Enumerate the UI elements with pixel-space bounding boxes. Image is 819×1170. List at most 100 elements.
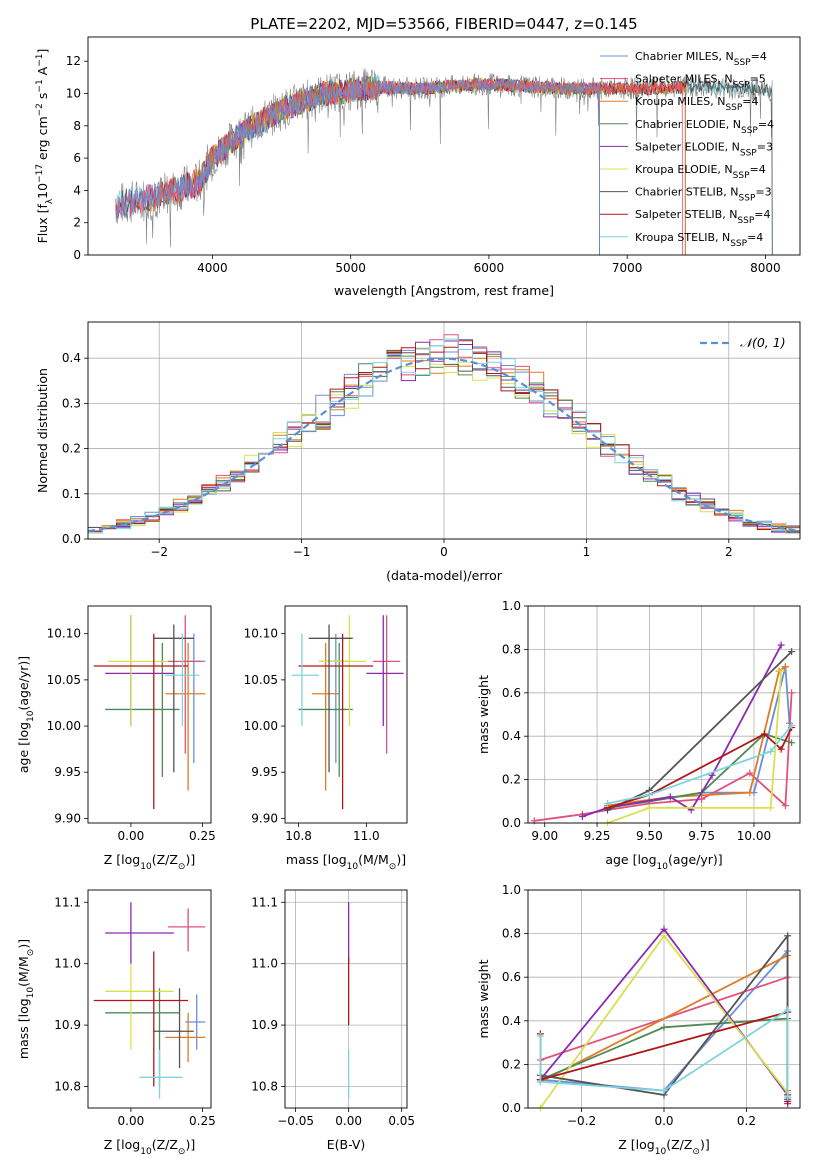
legend-label-kroupa-stelib: Kroupa STELIB, NSSP=4	[635, 231, 763, 249]
legend-label-salpeter-elodie: Salpeter ELODIE, NSSP=3	[635, 140, 773, 158]
label-part: 10	[347, 862, 359, 872]
label-part: λ	[45, 198, 55, 204]
label-part: 10	[26, 987, 36, 999]
plot-frame	[527, 889, 801, 1109]
plot-frame	[87, 605, 212, 824]
marker-salpeter-elodie	[666, 793, 674, 801]
marker-kroupa-stelib	[784, 1006, 792, 1014]
label-part: 10	[26, 710, 36, 722]
y-tick-label: 10.8	[251, 1080, 278, 1094]
label-part: Flux [f	[35, 204, 50, 244]
label-part: ⊙	[178, 1147, 186, 1157]
y-tick-label: 0.0	[502, 1101, 521, 1115]
x-tick-label: 10.8	[285, 829, 312, 843]
marker-salpeter-stelib	[760, 730, 768, 738]
marker-salpeter-elodie	[578, 812, 586, 820]
label-part: Kroupa ELODIE, N	[635, 163, 733, 176]
label-part: A	[35, 66, 50, 79]
x-tick-label: 0.00	[118, 829, 145, 843]
y-axis-label: mass [log10(M/M⊙)]	[16, 939, 36, 1059]
x-tick-label: 0	[440, 545, 448, 559]
x-tick-label: 4000	[197, 261, 228, 275]
label-part: =3	[757, 140, 773, 153]
label-part: ⊙	[389, 862, 397, 872]
series-line-chabrier-elodie	[198, 75, 600, 255]
plot-frame	[87, 889, 212, 1109]
label-part: age [log	[16, 722, 31, 773]
y-tick-label: 10.8	[54, 1080, 81, 1094]
plot-frame	[527, 605, 801, 824]
x-tick-label: −1	[293, 545, 311, 559]
series-line-kroupa-elodie	[198, 74, 600, 255]
marker-salpeter-miles	[781, 802, 789, 810]
weight-vs-age-panel: 9.00 9.25 9.50 9.75 10.00 0.0 0.2 0.4 0.6 0.8 1.0 a…	[476, 599, 801, 872]
y-axis-label: Normed distribution	[35, 368, 50, 493]
marker-kroupa-miles	[781, 663, 789, 671]
x-tick-label: 10.00	[737, 829, 771, 843]
y-tick-label: 1.0	[502, 883, 521, 897]
marker-kroupa-stelib	[604, 799, 612, 807]
y-tick-label: 8	[73, 119, 81, 133]
label-part: 10	[35, 183, 50, 199]
x-tick-label: 0.2	[737, 1114, 756, 1128]
label-part: =4	[742, 95, 758, 108]
marker-kroupa-stelib	[536, 1032, 544, 1040]
y-tick-label: 0.8	[502, 642, 521, 656]
marker-chabrier-elodie	[660, 1023, 668, 1031]
series-line-salpeter-stelib	[149, 78, 686, 255]
label-part: =4	[747, 231, 763, 244]
label-part: ⊙	[692, 1147, 700, 1157]
legend-label-kroupa-elodie: Kroupa ELODIE, NSSP=4	[635, 163, 766, 181]
x-tick-label: 1	[583, 545, 591, 559]
label-part: Salpeter MILES, N	[635, 73, 733, 86]
series-line-chabrier-miles	[115, 76, 600, 255]
label-part: )]	[185, 852, 195, 867]
label-part: erg cm	[35, 116, 50, 164]
legend-label-normal: 𝒩(0, 1)	[740, 335, 786, 350]
label-part: (age/yr)]	[16, 656, 31, 711]
marker-chabrier-elodie	[788, 739, 796, 747]
spectrum-panel: 4000 5000 6000 7000 8000 0 2 4 6 8 10 12 wavelength …	[35, 36, 801, 298]
legend-label-chabrier-miles: Chabrier MILES, NSSP=4	[635, 50, 767, 68]
label-part: SSP	[725, 103, 742, 113]
label-part: ]	[35, 49, 50, 54]
series-line-kroupa-miles	[149, 77, 686, 255]
marker-kroupa-stelib	[660, 1087, 668, 1095]
label-part: 10	[655, 1147, 667, 1157]
x-tick-label: 0.25	[189, 1114, 216, 1128]
series-line-salpeter-elodie	[582, 644, 782, 818]
y-tick-label: 0.2	[502, 1057, 521, 1071]
x-tick-label: 7000	[612, 261, 643, 275]
label-part: mass [log	[286, 852, 347, 867]
label-part: age [log	[605, 852, 656, 867]
marker-kroupa-elodie	[645, 804, 653, 812]
label-part: Z [log	[104, 852, 140, 867]
label-part: SSP	[733, 81, 750, 91]
label-part: SSP	[730, 239, 747, 249]
y-tick-label: 10	[66, 87, 81, 101]
x-axis-label: wavelength [Angstrom, rest frame]	[334, 283, 554, 298]
plot-frame	[87, 321, 801, 540]
y-tick-label: 11.0	[251, 957, 278, 971]
marker-salpeter-miles	[746, 769, 754, 777]
y-tick-label: 9.90	[54, 811, 81, 825]
label-part: )]	[185, 1137, 195, 1152]
label-part: )]	[16, 939, 31, 949]
legend-label-kroupa-miles: Kroupa MILES, NSSP=4	[635, 95, 759, 113]
label-part: mass weight	[476, 959, 491, 1038]
marker-salpeter-elodie	[660, 925, 668, 933]
mass-vs-extinction-panel: −0.05 0.00 0.05 10.8 10.9 11.0 11.1 E(B-V)	[251, 889, 415, 1152]
legend-label-chabrier-stelib: Chabrier STELIB, NSSP=3	[635, 186, 772, 204]
label-part: (M/M	[358, 852, 389, 867]
y-tick-label: 0.2	[502, 773, 521, 787]
y-tick-label: 10.05	[47, 673, 81, 687]
x-tick-label: 6000	[474, 261, 505, 275]
marker-salpeter-miles	[788, 689, 796, 697]
legend-label-salpeter-stelib: Salpeter STELIB, NSSP=4	[635, 208, 771, 226]
label-part: (age/yr)]	[668, 852, 723, 867]
marker-kroupa-stelib	[788, 721, 796, 729]
x-tick-label: −0.2	[567, 1114, 596, 1128]
